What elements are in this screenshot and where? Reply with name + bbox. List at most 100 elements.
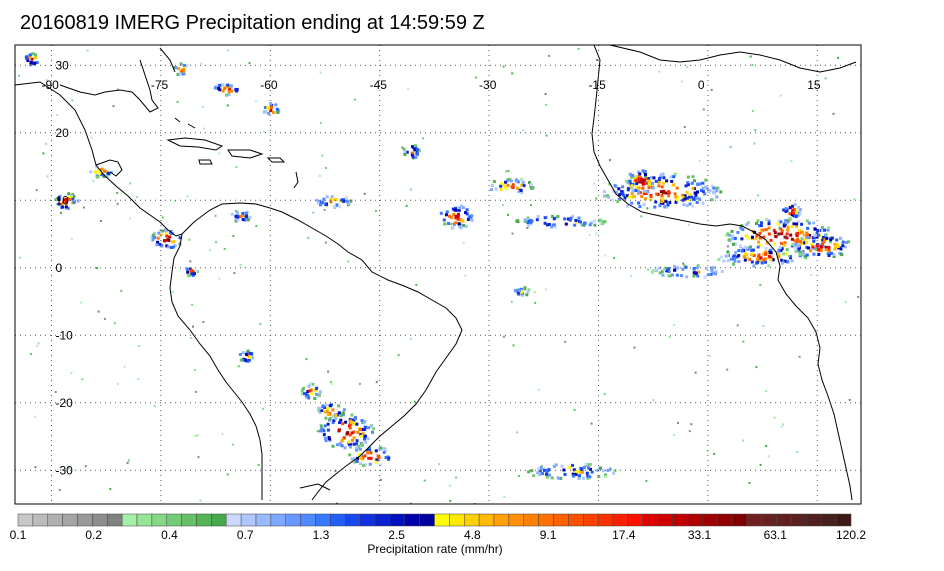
precip-cell [335,203,339,207]
precip-cell [342,199,346,203]
precip-cell [323,410,327,414]
precip-cell [520,191,524,195]
precip-cell [151,233,155,237]
precip-cell [784,221,788,225]
precip-cell [778,246,782,249]
precip-cell [528,181,531,184]
precip-cell [672,175,676,179]
precip-cell [325,410,329,414]
precip-cell [339,418,343,422]
precip-cell [795,234,799,238]
precip-cell [681,198,685,202]
precip-cell [368,462,372,466]
precip-cell [752,264,756,268]
precip-cell [793,246,797,250]
precip-cell [767,232,771,236]
precip-cell [236,211,239,215]
precip-cell [758,224,761,228]
precip-cell [30,352,33,355]
precip-cell [732,262,736,266]
precip-cell [798,208,802,211]
precip-cell [329,200,333,204]
precip-cell [178,236,182,240]
precip-cell [165,229,168,233]
colorbar-swatch [806,513,822,527]
precip-cell [620,190,624,194]
precip-cell [698,182,702,186]
precip-cell [694,193,698,197]
precip-cell [612,471,616,475]
precip-cell [550,214,554,218]
precip-cell [533,291,536,294]
precip-cell [765,445,768,447]
lat-label: 20 [55,126,69,140]
precip-cell [461,206,465,210]
precip-cell [321,405,325,409]
precip-cell [783,235,787,239]
precip-cell [837,56,840,59]
precip-cell [593,219,597,223]
precip-cell [654,269,658,272]
precip-cell [702,108,705,111]
precip-cell [127,459,130,462]
precip-cell [658,204,662,208]
precip-cell [170,246,173,249]
precip-cell [806,235,810,239]
precip-cell [672,324,675,327]
precip-cell [504,180,508,184]
precip-cell [630,186,634,190]
precip-cell [499,184,503,188]
precip-cell [686,66,689,69]
precip-cell [764,246,768,250]
precip-cell [832,255,836,258]
precip-cell [241,211,245,215]
precip-cell [89,170,93,174]
precip-cell [403,152,407,156]
precip-cell [244,352,248,356]
precip-cell [262,407,265,410]
precip-cell [685,190,689,194]
precip-cell [450,222,453,225]
precip-cell [86,49,89,52]
precip-cell [344,420,348,424]
colorbar-swatch [523,513,539,527]
precip-cell [181,72,185,76]
precip-cell [28,55,32,59]
precip-cell [710,184,714,188]
precip-cell [94,165,98,169]
precip-cell [608,467,612,471]
precip-cell [473,502,476,504]
precip-cell [626,204,630,208]
precip-cell [445,210,449,214]
precip-cell [188,238,191,241]
precip-cell [773,231,777,235]
precip-cell [568,218,572,222]
precip-cell [635,182,639,185]
precip-cell [340,198,344,202]
precip-cell [828,240,832,244]
precip-cell [726,232,730,236]
precip-cell [349,445,352,449]
precip-cell [189,260,192,263]
precip-cell [241,351,245,355]
precip-cell [60,211,62,214]
precip-cell [507,213,509,216]
precip-cell [568,465,572,469]
precip-cell [830,236,834,240]
precip-cell [648,179,652,183]
colorbar-swatch [835,513,852,527]
precip-cell [537,388,540,391]
precip-cell [550,225,553,229]
precip-cell [352,422,356,426]
precip-cell [744,234,748,238]
precip-cell [348,426,352,430]
precip-cell [319,429,322,433]
precip-cell [330,195,334,198]
precip-cell [271,110,275,114]
precip-cell [644,177,648,181]
precip-cell [517,289,521,293]
precip-cell [602,469,605,473]
precip-cell [136,196,139,199]
precip-cell [756,245,760,249]
